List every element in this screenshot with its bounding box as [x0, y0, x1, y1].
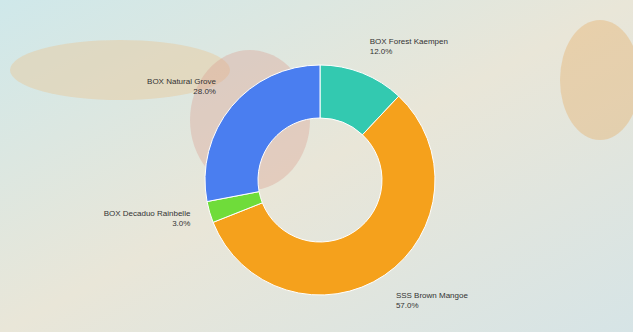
slice-label: SSS Brown Mangoe — [396, 291, 469, 300]
slice — [205, 65, 320, 202]
decor — [560, 20, 633, 140]
slice-value: 28.0% — [193, 87, 216, 96]
labels: BOX Forest Kaempen12.0% SSS Brown Mangoe5… — [104, 37, 469, 309]
slice-label: BOX Decaduo Rainbelle — [104, 209, 191, 218]
decor — [10, 40, 230, 100]
slices — [205, 65, 435, 295]
slice-label: BOX Forest Kaempen — [370, 37, 448, 46]
background — [0, 0, 633, 332]
chart: BOX Forest Kaempen12.0% SSS Brown Mangoe5… — [0, 0, 633, 332]
slice-value: 57.0% — [396, 301, 419, 310]
slice-value: 3.0% — [172, 219, 190, 228]
slice-value: 12.0% — [370, 47, 393, 56]
slice-label: BOX Natural Grove — [147, 77, 216, 86]
